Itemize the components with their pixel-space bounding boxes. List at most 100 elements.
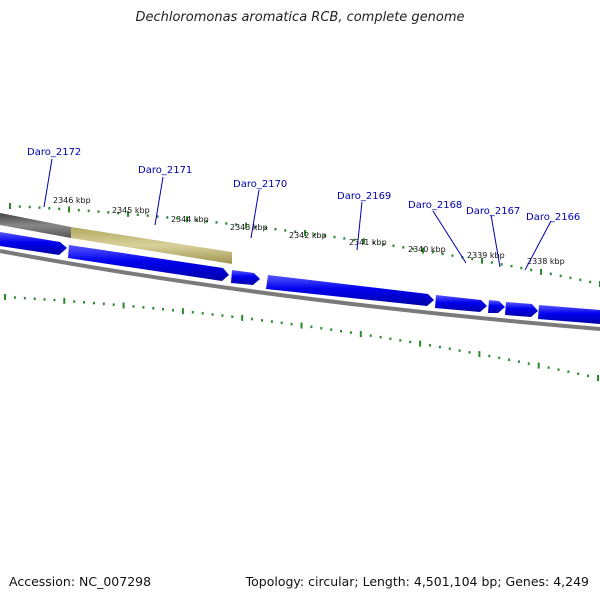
scale-tick-minor xyxy=(549,272,552,276)
scale-tick-minor xyxy=(448,347,451,350)
gene-label[interactable]: Daro_2168 xyxy=(408,200,462,211)
scale-tick-minor xyxy=(310,325,313,329)
scale-tick-minor xyxy=(117,211,120,215)
scale-tick-minor xyxy=(254,225,257,229)
scale-label: 2346 kbp xyxy=(53,196,91,205)
scale-tick-minor xyxy=(162,308,165,311)
scale-tick-minor xyxy=(225,222,228,225)
scale-tick-minor xyxy=(402,246,405,249)
scale-tick-minor xyxy=(13,296,16,299)
scale-tick-minor xyxy=(379,335,382,339)
scale-tick-minor xyxy=(176,217,179,220)
gene-arrow[interactable] xyxy=(488,300,505,313)
scale-tick-minor xyxy=(389,337,392,340)
scale-tick-minor xyxy=(231,315,234,318)
gene-label-leader xyxy=(43,158,53,208)
gene-label[interactable]: Daro_2172 xyxy=(27,147,81,158)
scale-tick-major xyxy=(304,230,306,236)
scale-tick-minor xyxy=(429,344,431,347)
scale-label: 2338 kbp xyxy=(527,257,565,266)
scale-tick-minor xyxy=(333,235,336,239)
gene-label-leader xyxy=(356,201,363,251)
scale-tick-minor xyxy=(58,207,61,211)
gene-arrow[interactable] xyxy=(538,305,600,324)
scale-tick-minor xyxy=(284,229,287,232)
scale-tick-major xyxy=(245,222,247,229)
genome-backbone xyxy=(0,249,600,331)
scale-tick-minor xyxy=(369,334,372,337)
scale-tick-minor xyxy=(353,238,356,242)
scale-tick-minor xyxy=(490,261,493,264)
scale-tick-minor xyxy=(438,345,441,349)
scale-tick-major xyxy=(540,268,542,275)
scale-tick-minor xyxy=(215,221,218,224)
scale-tick-major xyxy=(478,351,481,358)
map-title: Dechloromonas aromatica RCB, complete ge… xyxy=(135,10,465,25)
scale-tick-minor xyxy=(211,313,214,316)
scale-tick-minor xyxy=(569,276,572,280)
scale-tick-minor xyxy=(280,321,283,325)
scale-tick-minor xyxy=(195,219,198,222)
gene-label[interactable]: Daro_2170 xyxy=(233,179,287,190)
scale-tick-minor xyxy=(471,257,474,261)
scale-tick-minor xyxy=(488,354,491,358)
scale-tick-major xyxy=(300,322,303,329)
scale-label: 2343 kbp xyxy=(230,223,268,232)
scale-tick-minor xyxy=(530,268,533,272)
scale-label: 2344 kbp xyxy=(171,215,209,224)
gene-label[interactable]: Daro_2171 xyxy=(138,165,192,176)
scale-tick-minor xyxy=(87,209,90,213)
scale-tick-minor xyxy=(294,230,297,233)
scale-tick-minor xyxy=(102,302,105,306)
scale-tick-major xyxy=(186,216,188,223)
gene-label[interactable]: Daro_2167 xyxy=(466,206,520,217)
scale-tick-minor xyxy=(156,215,159,218)
scale-label: 2342 kbp xyxy=(289,231,327,240)
scale-tick-minor xyxy=(372,241,375,244)
scale-tick-minor xyxy=(261,319,263,322)
scale-tick-minor xyxy=(146,214,149,217)
scale-tick-minor xyxy=(290,322,293,326)
scale-tick-major xyxy=(122,302,125,309)
scale-tick-minor xyxy=(28,205,31,209)
scale-tick-minor xyxy=(48,207,51,210)
inner-scale-arc xyxy=(4,294,599,381)
gene-arrow[interactable] xyxy=(435,295,487,312)
scale-tick-minor xyxy=(500,263,503,266)
gene-labels: Daro_2172 Daro_2171 Daro_2170 Daro_2169 … xyxy=(27,147,580,271)
scale-tick-minor xyxy=(136,213,139,216)
scale-tick-minor xyxy=(93,301,95,305)
gene-label-leader xyxy=(490,214,501,268)
scale-label: 2341 kbp xyxy=(349,238,387,247)
scale-tick-minor xyxy=(23,296,26,300)
scale-tick-minor xyxy=(18,205,21,208)
gene-label-leader xyxy=(250,189,260,239)
scale-tick-minor xyxy=(412,247,415,251)
scale-tick-minor xyxy=(201,312,204,315)
scale-tick-minor xyxy=(330,328,333,331)
scale-tick-minor xyxy=(579,278,582,282)
scale-label: 2345 kbp xyxy=(112,206,150,215)
gene-arrow[interactable] xyxy=(0,232,67,255)
scale-tick-minor xyxy=(498,356,501,360)
gene-arrow[interactable] xyxy=(231,270,260,285)
scale-tick-minor xyxy=(340,329,342,333)
gene-arrow[interactable] xyxy=(266,275,434,306)
scale-tick-major xyxy=(4,294,6,300)
gene-arrow[interactable] xyxy=(68,245,229,281)
scale-label: 2340 kbp xyxy=(408,245,446,254)
genome-summary: Topology: circular; Length: 4,501,104 bp… xyxy=(245,574,589,589)
scale-tick-major xyxy=(422,247,424,254)
scale-tick-minor xyxy=(557,368,560,371)
scale-tick-minor xyxy=(166,216,169,219)
scale-tick-minor xyxy=(431,250,434,254)
scale-tick-minor xyxy=(382,243,385,246)
scale-tick-minor xyxy=(510,264,513,268)
scale-tick-minor xyxy=(33,297,36,300)
scale-tick-minor xyxy=(399,339,402,342)
gene-arrow[interactable] xyxy=(505,302,538,317)
scale-tick-minor xyxy=(221,314,224,317)
scale-tick-minor xyxy=(587,374,590,378)
gene-label[interactable]: Daro_2169 xyxy=(337,191,391,202)
gene-label[interactable]: Daro_2166 xyxy=(526,212,580,223)
